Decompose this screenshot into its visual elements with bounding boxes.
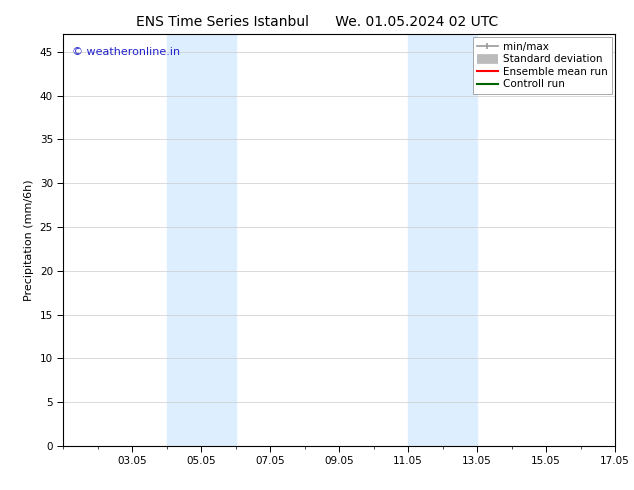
Text: © weatheronline.in: © weatheronline.in: [72, 47, 180, 57]
Bar: [408, 34, 477, 446]
Bar: [167, 34, 236, 446]
Legend: min/max, Standard deviation, Ensemble mean run, Controll run: min/max, Standard deviation, Ensemble me…: [473, 37, 612, 94]
Text: ENS Time Series Istanbul      We. 01.05.2024 02 UTC: ENS Time Series Istanbul We. 01.05.2024 …: [136, 15, 498, 29]
Y-axis label: Precipitation (mm/6h): Precipitation (mm/6h): [24, 179, 34, 301]
